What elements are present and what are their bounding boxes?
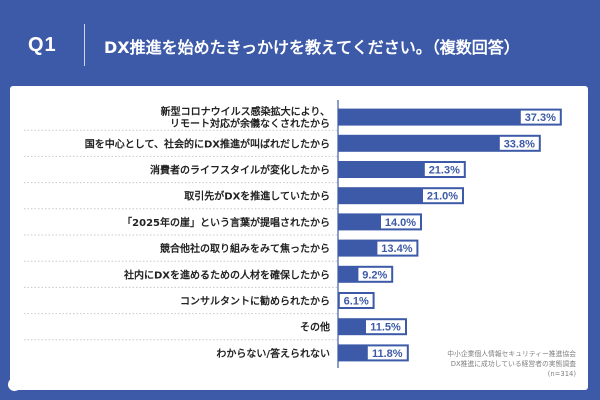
value-label-box [358, 267, 392, 281]
value-label: 37.3% [525, 112, 556, 124]
value-label-box [366, 320, 405, 334]
value-label-box [424, 163, 464, 176]
header-divider [84, 24, 85, 66]
value-label-box [499, 136, 539, 150]
value-label: 11.8% [372, 348, 403, 360]
source-line-2: DX推進に成功している経営者の実態調査 [450, 360, 576, 368]
question-number: Q1 [28, 34, 57, 56]
value-label: 11.5% [370, 322, 401, 334]
value-label-box [423, 189, 462, 203]
category-label: その他 [300, 321, 330, 334]
chart-panel: 37.3% 新型コロナウイルス感染拡大により、 リモート対応が余儀なくされたから 33… [10, 86, 588, 390]
value-label: 33.8% [504, 138, 535, 150]
value-label-box [367, 346, 407, 360]
logo-text: リサピー [24, 378, 73, 392]
category-label: 競合他社の取り組みをみて焦ったから [160, 242, 330, 255]
source-line-1: 中小企業個人情報セキュリティー推進協会 [447, 350, 576, 358]
value-label: 9.2% [362, 269, 387, 281]
category-label: 国を中心として、社会的にDX推進が叫ばれだしたから [85, 137, 330, 150]
category-label: リモート対応が余儀なくされたから [170, 117, 330, 130]
question-title: DX推進を始めたきっかけを教えてください。（複数回答） [104, 38, 520, 57]
value-label-box [381, 215, 420, 229]
value-label: 14.0% [385, 217, 416, 229]
logo-icon [8, 378, 21, 391]
category-label: 消費者のライフスタイルが変化したから [150, 164, 330, 177]
question-header: Q1 DX推進を始めたきっかけを教えてください。（複数回答） [0, 0, 600, 84]
value-label-box [339, 294, 373, 307]
value-label-box [520, 110, 560, 124]
bar [338, 108, 562, 126]
value-label-box [377, 241, 417, 255]
source-note: 中小企業個人情報セキュリティー推進協会 DX推進に成功している経営者の実態調査 … [447, 349, 576, 379]
source-sample-size: (n=314) [547, 370, 576, 378]
value-label: 13.4% [381, 243, 412, 255]
category-label: 社内にDXを進めるための人材を確保したから [123, 268, 330, 281]
value-label: 6.1% [344, 296, 369, 308]
value-label: 21.0% [427, 191, 458, 203]
bar-chart: 37.3% 新型コロナウイルス感染拡大により、リモート対応が余儀なくされたから 33… [24, 100, 562, 368]
category-label: 新型コロナウイルス感染拡大により、 [161, 105, 330, 118]
category-label: コンサルタントに勧められたから [180, 295, 330, 308]
category-label: 「2025年の崖」という言葉が提唱されたから [122, 216, 330, 229]
brand-logo: リサピー [8, 376, 72, 393]
bar [338, 134, 541, 152]
category-label: 取引先がDXを推進していたから [184, 190, 330, 203]
value-label: 21.3% [429, 165, 460, 177]
category-label: わからない/答えられない [216, 347, 330, 360]
